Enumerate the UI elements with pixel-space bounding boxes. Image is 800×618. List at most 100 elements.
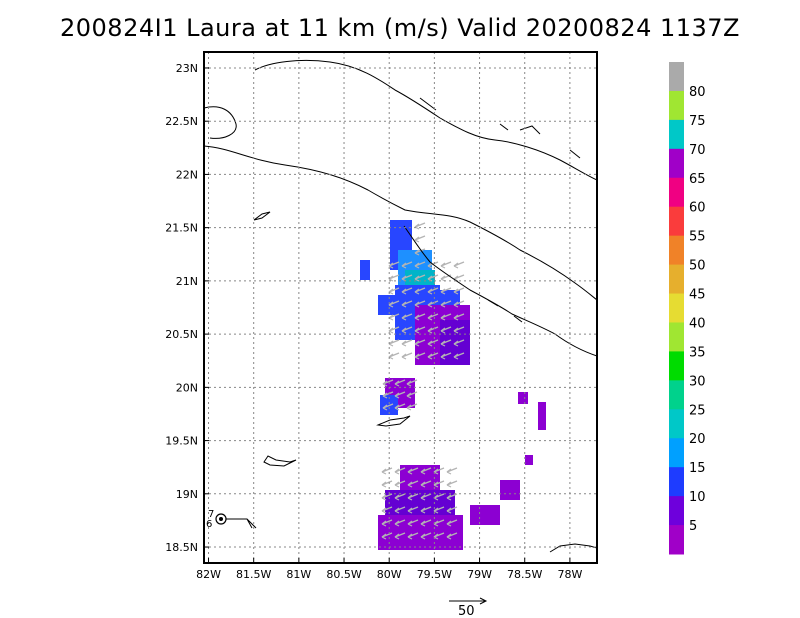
wind-arrow (420, 532, 432, 540)
color-bar-segment (669, 409, 684, 439)
wind-arrow (427, 287, 439, 295)
wind-arrow (388, 352, 400, 360)
lat-tick-label: 19N (176, 488, 198, 501)
lat-tick-label: 22N (176, 168, 198, 181)
wind-speed-field (360, 220, 546, 550)
wind-arrow (440, 326, 452, 334)
wind-arrow (453, 339, 465, 347)
wind-arrow (388, 326, 400, 334)
wind-arrow (414, 352, 426, 360)
wind-arrow (414, 235, 426, 243)
island-a (253, 211, 271, 221)
wind-arrow (394, 467, 406, 475)
wind-arrow (407, 506, 419, 514)
wind-arrow (427, 300, 439, 308)
wind-arrow (401, 313, 413, 321)
wind-arrow (446, 467, 458, 475)
lon-tick-label: 81W (286, 568, 311, 581)
lat-tick-label: 20.5N (165, 328, 198, 341)
wind-arrow (394, 506, 406, 514)
wind-arrow (381, 467, 393, 475)
wind-arrow (407, 493, 419, 501)
lon-tick-label: 80W (377, 568, 402, 581)
color-bar-segment (669, 380, 684, 410)
echo-cell (518, 392, 528, 404)
wind-arrow (406, 379, 418, 387)
color-bar-segment (669, 235, 684, 266)
lon-tick-label: 79.5W (417, 568, 452, 581)
wind-arrow (394, 391, 406, 399)
color-bar-label: 65 (689, 172, 706, 187)
wind-arrow (440, 261, 452, 269)
wind-arrow (401, 261, 413, 269)
island-b (376, 415, 411, 427)
wind-arrow (407, 467, 419, 475)
wind-arrow (394, 532, 406, 540)
color-bar-label: 10 (689, 490, 706, 505)
color-bar-label: 60 (689, 201, 706, 216)
wind-arrow (420, 506, 432, 514)
echo-cell (360, 260, 370, 280)
wind-arrow (420, 480, 432, 488)
color-bar-label: 75 (689, 114, 706, 129)
echo-cell (378, 295, 398, 315)
wind-arrow (414, 326, 426, 334)
lat-tick-label: 19.5N (165, 435, 198, 448)
lat-tick-label: 21.5N (165, 222, 198, 235)
color-bar: 5 10 15 20 25 30 35 40 45 50 55 60 65 70 75 80 (669, 62, 706, 555)
lat-tick-label: 22.5N (165, 115, 198, 128)
wind-arrow (440, 339, 452, 347)
wind-arrow (394, 493, 406, 501)
color-bar-label: 45 (689, 288, 706, 303)
color-bar-segment (669, 467, 684, 497)
wind-arrow (414, 248, 426, 256)
wind-arrow (381, 493, 393, 501)
storm-center-symbol (215, 513, 257, 529)
bahamas-shore (204, 106, 237, 139)
key-islands (419, 97, 581, 323)
wind-arrow (394, 403, 406, 411)
echo-cell (470, 505, 500, 525)
lon-tick-label: 80.5W (326, 568, 361, 581)
wind-arrow (388, 261, 400, 269)
wind-arrow (406, 391, 418, 399)
echo-cell (538, 402, 546, 430)
wind-arrow (381, 506, 393, 514)
wind-arrow (394, 379, 406, 387)
storm-label-lower: 6 (206, 519, 212, 530)
wind-arrow (414, 261, 426, 269)
wind-arrow (420, 467, 432, 475)
color-bar-label: 70 (689, 143, 706, 158)
wind-arrow (388, 339, 400, 347)
wind-arrow (394, 519, 406, 527)
lon-tick-label: 78W (557, 568, 582, 581)
lat-tick-label: 20N (176, 381, 198, 394)
wind-arrow (427, 352, 439, 360)
wind-vectors (381, 222, 465, 540)
wind-arrow (394, 480, 406, 488)
reference-vector (449, 597, 488, 605)
lon-tick-label: 82W (196, 568, 221, 581)
lat-tick-label: 21N (176, 275, 198, 288)
color-bar-label: 55 (689, 230, 706, 245)
wind-arrow (381, 519, 393, 527)
wind-arrow (420, 519, 432, 527)
wind-arrow (420, 493, 432, 501)
color-bar-segment (669, 525, 684, 555)
lat-tick-label: 18.5N (165, 541, 198, 554)
cayman-island (263, 455, 297, 467)
wind-arrow (401, 339, 413, 347)
color-bar-label: 80 (689, 85, 706, 100)
wind-arrow (453, 300, 465, 308)
plot-title: 200824I1 Laura at 11 km (m/s) Valid 2020… (60, 14, 740, 42)
color-bar-segment (669, 177, 684, 208)
wind-arrow (453, 352, 465, 360)
wind-arrow (433, 506, 445, 514)
wind-arrow (414, 339, 426, 347)
reference-vector-label: 50 (458, 604, 475, 618)
wind-arrow (414, 287, 426, 295)
color-bar-segment (669, 206, 684, 237)
color-bar-segment (669, 438, 684, 468)
wind-arrow (407, 532, 419, 540)
